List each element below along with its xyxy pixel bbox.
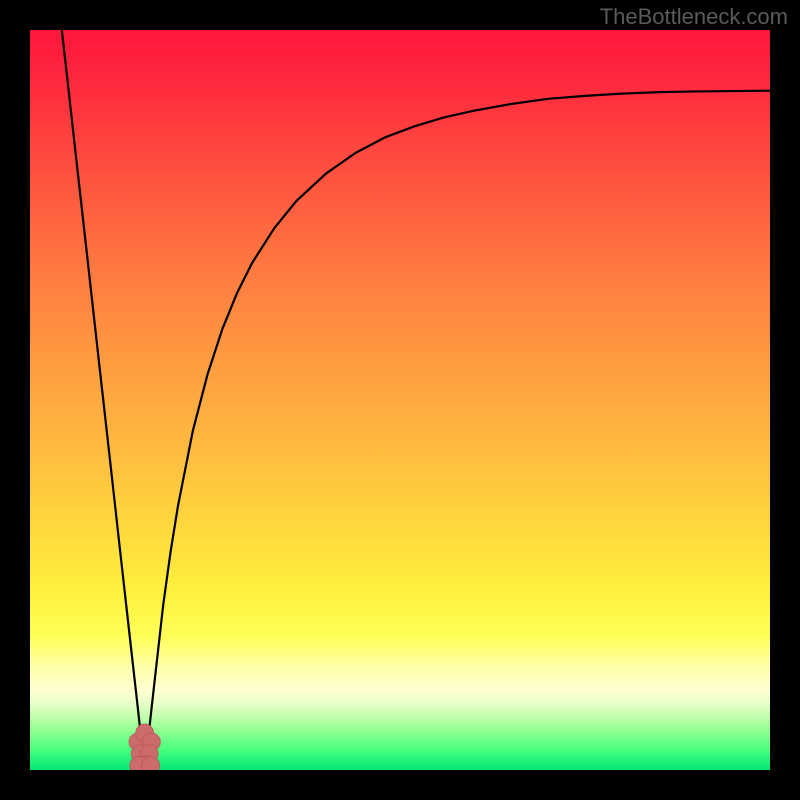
chart-container: TheBottleneck.com [0, 0, 800, 800]
plot-background [30, 30, 770, 770]
plot-area [30, 30, 770, 770]
watermark-text: TheBottleneck.com [600, 4, 788, 30]
